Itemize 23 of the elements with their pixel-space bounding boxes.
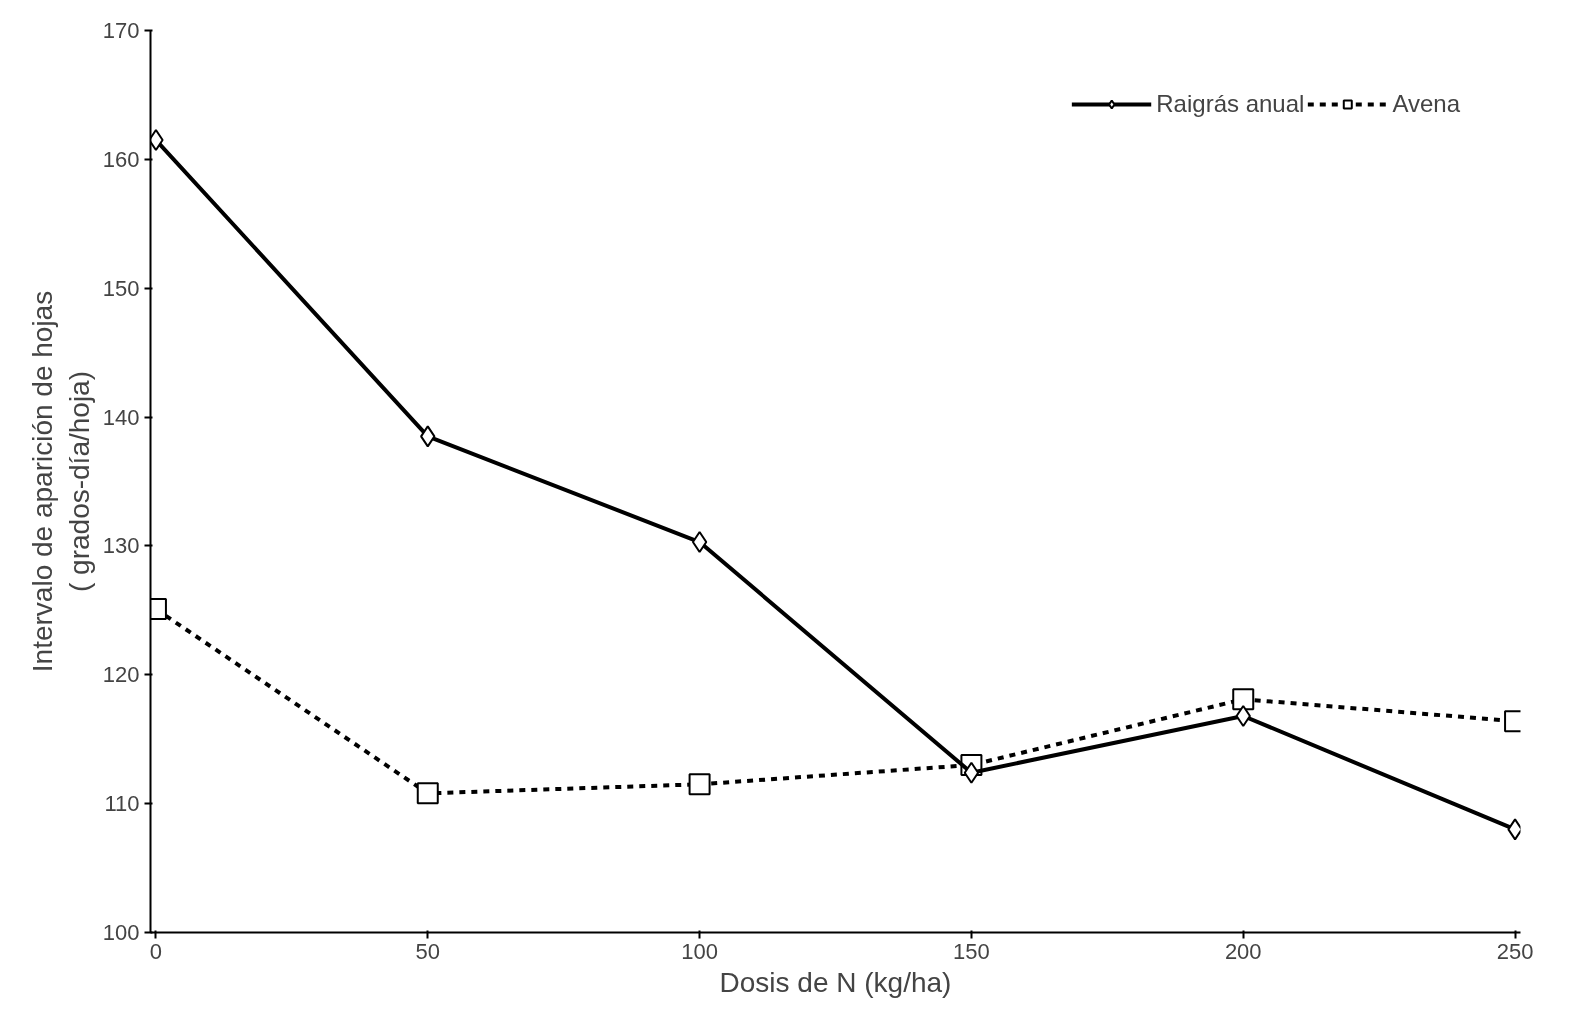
y-tick-label: 100 xyxy=(102,920,140,945)
y-tick-label: 150 xyxy=(102,275,140,301)
y-axis-title: Intervalo de aparición de hojas ( grados-día/hoja) xyxy=(26,290,95,673)
y-tick-label: 160 xyxy=(102,146,140,172)
x-axis-title: Dosis de N (kg/ha) xyxy=(719,966,952,998)
y-tick-label: 130 xyxy=(102,533,140,559)
x-tick-label: 0 xyxy=(149,938,163,964)
x-tick-label: 250 xyxy=(1496,938,1534,964)
point xyxy=(963,761,980,784)
y-tick-label: 120 xyxy=(102,662,140,688)
point xyxy=(416,782,439,805)
legend-label: Raigrás anual xyxy=(1156,90,1305,118)
y-tick-label: 170 xyxy=(102,18,140,43)
y-tick-label: 140 xyxy=(102,404,140,430)
point xyxy=(691,531,708,554)
x-tick-label: 100 xyxy=(681,938,718,964)
x-tick-label: 200 xyxy=(1224,938,1262,964)
x-tick-label: 50 xyxy=(415,938,441,964)
point xyxy=(1232,688,1255,711)
x-tick-label: 150 xyxy=(953,938,990,964)
legend-label: Avena xyxy=(1392,90,1460,118)
point xyxy=(688,773,711,796)
y-tick-label: 110 xyxy=(104,791,140,817)
